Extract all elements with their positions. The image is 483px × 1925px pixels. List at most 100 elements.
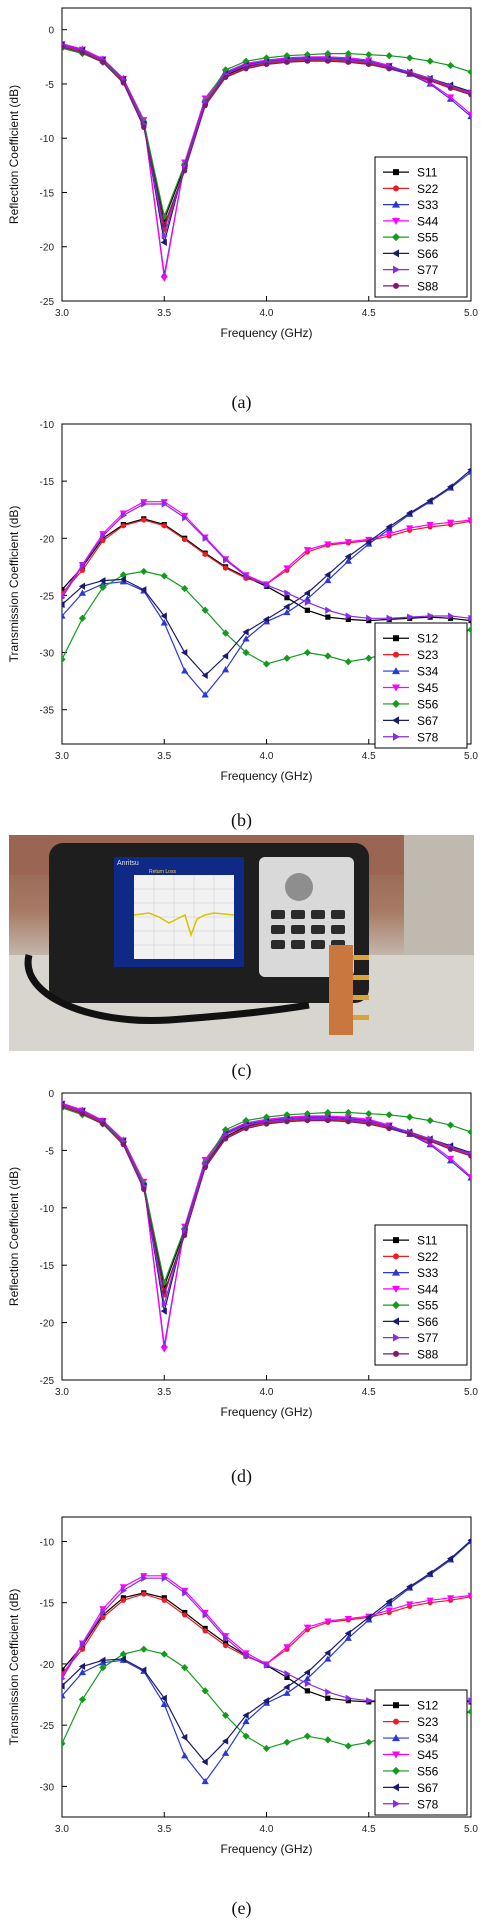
legend-label-s34: S34 <box>417 1732 439 1746</box>
legend-label-s88: S88 <box>417 279 439 293</box>
legend-label-s78: S78 <box>417 1797 439 1811</box>
data-point-s45 <box>283 565 291 572</box>
data-point-s12 <box>325 1695 331 1701</box>
data-point-s45 <box>324 1618 332 1625</box>
chart-d: 3.0 3.5 4.0 4.5 5.0 0 -5 -10 -15 -20 -25 Frequency … <box>7 1089 478 1419</box>
data-point-s88 <box>345 59 351 65</box>
antenna-board <box>329 945 353 1035</box>
data-point-s44 <box>467 1174 471 1181</box>
legend-marker-s44 <box>392 217 400 225</box>
data-point-s67 <box>242 1711 249 1719</box>
data-point-s78 <box>79 1640 87 1648</box>
legend-marker-s22 <box>393 185 399 192</box>
data-point-s78 <box>243 1651 250 1659</box>
data-point-s34 <box>222 666 230 673</box>
legend-marker-s77 <box>393 265 400 274</box>
x-axis-label: Frequency (GHz) <box>220 1842 312 1856</box>
data-point-s88 <box>263 1121 270 1127</box>
data-point-s23 <box>79 1646 86 1652</box>
y-tick-label: -25 <box>40 591 55 602</box>
legend-label-s45: S45 <box>417 1748 439 1762</box>
data-point-s34 <box>324 1655 332 1662</box>
data-point-s34 <box>160 1700 168 1707</box>
data-point-s78 <box>468 614 471 622</box>
data-point-s23 <box>141 1591 147 1597</box>
data-point-s56 <box>262 660 271 668</box>
y-tick-label: -30 <box>40 1782 55 1793</box>
data-point-s45 <box>426 521 434 529</box>
data-point-s66 <box>160 1307 167 1315</box>
legend-marker-s23 <box>393 1718 399 1725</box>
data-point-s78 <box>202 1611 209 1619</box>
data-point-s88 <box>345 1119 351 1125</box>
data-point-s23 <box>79 567 86 573</box>
data-point-s56 <box>62 655 66 664</box>
data-point-s88 <box>427 1138 433 1144</box>
legend-label-s55: S55 <box>417 1299 439 1313</box>
x-tick-label: 4.5 <box>362 751 376 762</box>
data-point-s55 <box>324 49 332 58</box>
caption-a: (a) <box>231 392 252 412</box>
legend-marker-s67 <box>392 716 399 725</box>
data-point-s88 <box>243 66 249 72</box>
y-tick-label: -15 <box>40 1599 55 1610</box>
legend-label-s22: S22 <box>417 182 439 196</box>
data-point-s67 <box>344 552 351 561</box>
data-point-s56 <box>262 1744 271 1753</box>
legend-label-s56: S56 <box>417 697 439 711</box>
data-point-s44 <box>446 94 455 101</box>
legend-label-s12: S12 <box>417 1699 439 1713</box>
data-point-s56 <box>242 1732 250 1740</box>
data-point-s88 <box>263 61 270 68</box>
data-point-s67 <box>406 509 413 517</box>
data-point-s67 <box>262 615 270 624</box>
data-point-s78 <box>161 1574 168 1582</box>
data-point-s78 <box>468 1697 471 1705</box>
data-point-s55 <box>446 61 455 70</box>
measurement-photo: Anritsu Return Loss <box>9 835 474 1051</box>
data-point-s55 <box>406 54 414 62</box>
data-point-s78 <box>202 534 209 542</box>
data-point-s55 <box>446 1121 455 1129</box>
data-point-s88 <box>100 1121 106 1127</box>
data-point-s88 <box>447 85 454 91</box>
data-point-s12 <box>447 615 454 621</box>
data-point-s56 <box>324 652 332 660</box>
legend-label-s77: S77 <box>417 263 439 277</box>
data-point-s78 <box>263 1661 271 1669</box>
data-point-s45 <box>406 525 414 532</box>
data-point-s88 <box>141 124 147 130</box>
data-point-s78 <box>366 614 373 622</box>
data-point-s88 <box>366 61 372 68</box>
data-point-s56 <box>160 1650 168 1658</box>
x-tick-label: 3.5 <box>157 1824 171 1835</box>
y-tick-label: -10 <box>40 134 55 145</box>
data-point-s34 <box>201 1777 209 1785</box>
data-point-s88 <box>182 1232 188 1238</box>
data-point-s12 <box>304 607 310 613</box>
x-axis-label: Frequency (GHz) <box>220 769 312 783</box>
data-point-s67 <box>222 652 229 660</box>
data-point-s23 <box>161 523 167 529</box>
analyzer-screen-title: Return Loss <box>149 869 176 875</box>
data-point-s78 <box>447 612 455 620</box>
legend-marker-s66 <box>392 249 399 258</box>
data-point-s55 <box>324 1108 332 1117</box>
data-point-s67 <box>160 612 167 620</box>
data-point-s67 <box>119 1655 126 1663</box>
data-point-s78 <box>182 514 189 522</box>
data-point-s88 <box>202 1165 208 1171</box>
data-point-s88 <box>427 78 433 84</box>
data-point-s45 <box>385 531 393 538</box>
panel-d: 3.0 3.5 4.0 4.5 5.0 0 -5 -10 -15 -20 -25 Frequency … <box>0 1085 483 1462</box>
data-point-s45 <box>303 547 311 554</box>
legend-marker-s77 <box>393 1333 400 1342</box>
y-tick-label: -20 <box>40 534 55 545</box>
data-point-s88 <box>120 1142 126 1148</box>
legend-marker-s12 <box>393 635 399 642</box>
legend-label-s11: S11 <box>417 166 438 180</box>
data-point-s67 <box>140 1666 147 1674</box>
data-point-s23 <box>120 523 126 529</box>
data-point-s55 <box>303 51 311 59</box>
data-point-s23 <box>161 1597 167 1603</box>
